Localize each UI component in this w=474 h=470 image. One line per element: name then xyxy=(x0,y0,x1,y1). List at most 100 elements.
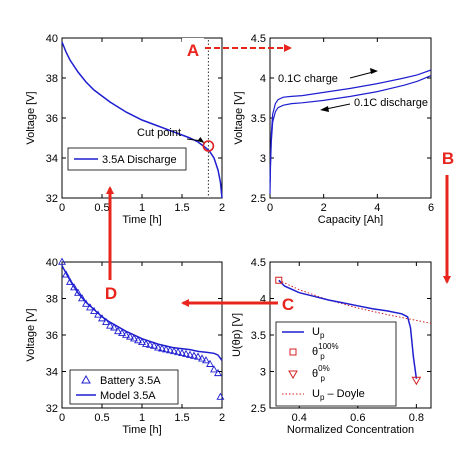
top-left-xtick-label: 1.5 xyxy=(174,202,189,214)
theta-0-marker xyxy=(411,376,422,386)
battery-marker xyxy=(102,317,110,325)
bottom-right-ytick-label: 3 xyxy=(260,367,266,379)
battery-marker xyxy=(58,257,66,265)
battery-marker xyxy=(78,294,86,302)
top-right-ytick-label: 4.5 xyxy=(251,33,266,45)
legend-swatch-theta-0 xyxy=(288,370,298,380)
battery-marker xyxy=(174,347,182,356)
battery-marker xyxy=(70,283,78,291)
bottom-right-xtick-label: 0.4 xyxy=(292,412,307,424)
legend-swatch-theta-100 xyxy=(289,348,297,356)
top-left-plot-frame xyxy=(61,37,223,199)
discharge-annotation: 0.1C discharge xyxy=(354,97,428,109)
bottom-right-ytick-label: 4.5 xyxy=(251,257,266,269)
bottom-left-xlabel: Time [h] xyxy=(122,424,161,436)
top-left-ytick-label: 38 xyxy=(46,73,58,85)
top-left-ytick-label: 36 xyxy=(46,113,58,125)
bottom-left-xtick-label: 0 xyxy=(59,412,65,424)
series-line-charge xyxy=(269,69,432,183)
top-left-xtick-label: 2 xyxy=(219,202,225,214)
top-right-xtick-label: 2 xyxy=(321,202,327,214)
series-line-up xyxy=(278,279,418,379)
legend-label-0: Up xyxy=(312,326,325,340)
flow-label-c-bg xyxy=(278,294,298,314)
top-left-xtick-label: 0.5 xyxy=(94,202,109,214)
bottom-right-ytick-label: 4 xyxy=(260,294,266,306)
battery-marker xyxy=(134,336,142,344)
battery-marker xyxy=(74,288,82,296)
legend-box xyxy=(69,369,179,405)
charge-pointer-head xyxy=(370,68,378,74)
top-right-xlabel: Capacity [Ah] xyxy=(318,214,383,226)
cut-point-pointer-head xyxy=(197,137,205,143)
series-line-doyle xyxy=(278,279,432,324)
battery-marker xyxy=(182,349,190,357)
battery-marker xyxy=(110,323,118,331)
top-left-ytick-label: 40 xyxy=(46,33,58,45)
battery-marker xyxy=(190,351,198,359)
bottom-left-ytick-label: 34 xyxy=(46,367,58,379)
bottom-left-ytick-label: 40 xyxy=(46,257,58,269)
legend-top-left: 3.5A Discharge xyxy=(67,147,187,171)
legend-box xyxy=(275,321,397,407)
discharge-pointer-head xyxy=(320,106,329,112)
top-right-xtick-label: 0 xyxy=(267,202,273,214)
top-left-ylabel: Voltage [V] xyxy=(25,91,37,144)
battery-marker xyxy=(146,340,154,348)
battery-marker xyxy=(210,365,218,373)
top-right-ytick-label: 2.5 xyxy=(251,193,266,205)
battery-marker xyxy=(186,350,194,358)
bottom-left-ytick-label: 32 xyxy=(46,403,58,415)
top-left-ytick-label: 32 xyxy=(46,193,58,205)
charge-pointer xyxy=(349,71,374,79)
legend-label-battery: Battery 3.5A xyxy=(100,375,161,387)
battery-marker xyxy=(178,348,186,356)
top-left-xtick-label: 1 xyxy=(139,202,145,214)
bottom-left-ytick-label: 36 xyxy=(46,330,58,342)
legend-label-discharge: 3.5A Discharge xyxy=(102,154,177,166)
top-right-axes: 0 2 4 6 2.5 3 3.5 4 4.5 Capacity [Ah] Voltage [V] xyxy=(233,33,434,226)
top-right-ytick-label: 4 xyxy=(260,73,266,85)
series-line-discharge-01c xyxy=(269,75,432,195)
top-right-ytick-label: 3.5 xyxy=(251,113,266,125)
battery-marker xyxy=(130,334,138,342)
cut-point-marker xyxy=(202,140,215,152)
flow-label-b: B xyxy=(442,149,454,168)
battery-marker xyxy=(90,306,98,315)
flow-label-a-bg xyxy=(182,38,204,60)
battery-marker xyxy=(138,337,146,346)
battery-marker xyxy=(142,339,150,347)
battery-marker xyxy=(154,343,162,351)
charge-annotation: 0.1C charge xyxy=(278,73,338,85)
cut-point-annotation: Cut point xyxy=(137,127,181,139)
battery-marker xyxy=(82,299,90,307)
bottom-left-xtick-label: 2 xyxy=(219,412,225,424)
legend-label-1: θ100% p xyxy=(312,342,339,361)
battery-marker xyxy=(194,352,202,360)
series-line-discharge xyxy=(61,41,223,199)
battery-marker xyxy=(62,270,70,278)
top-right-ylabel: Voltage [V] xyxy=(233,91,245,144)
battery-marker xyxy=(202,356,210,364)
battery-marker xyxy=(118,328,126,336)
battery-marker xyxy=(206,359,214,367)
legend-label-2: θ0% p xyxy=(312,364,330,383)
battery-marker xyxy=(86,303,94,311)
battery-marker xyxy=(158,344,166,352)
flow-arrows-layer: A B C D xyxy=(100,38,459,314)
top-right-plot-frame xyxy=(269,37,432,199)
battery-marker xyxy=(98,314,106,322)
bottom-left-axes: 0 0.5 1 1.5 2 32 34 36 38 40 Time [h] Voltage [V] xyxy=(25,257,225,436)
top-left-axes: 0 0.5 1 1.5 2 32 34 36 38 40 Time [h] Voltage [V] xyxy=(25,33,225,226)
flow-label-d-bg xyxy=(100,283,122,305)
flow-label-d: D xyxy=(105,284,117,303)
legend-label-model: Model 3.5A xyxy=(100,390,156,402)
battery-marker xyxy=(66,277,74,285)
bottom-right-ylabel: U(θp) [V] xyxy=(231,313,243,357)
bottom-right-ytick-label: 2.5 xyxy=(251,403,266,415)
discharge-pointer xyxy=(325,103,351,110)
bottom-right-ytick-label: 3.5 xyxy=(251,330,266,342)
battery-marker xyxy=(214,368,222,377)
